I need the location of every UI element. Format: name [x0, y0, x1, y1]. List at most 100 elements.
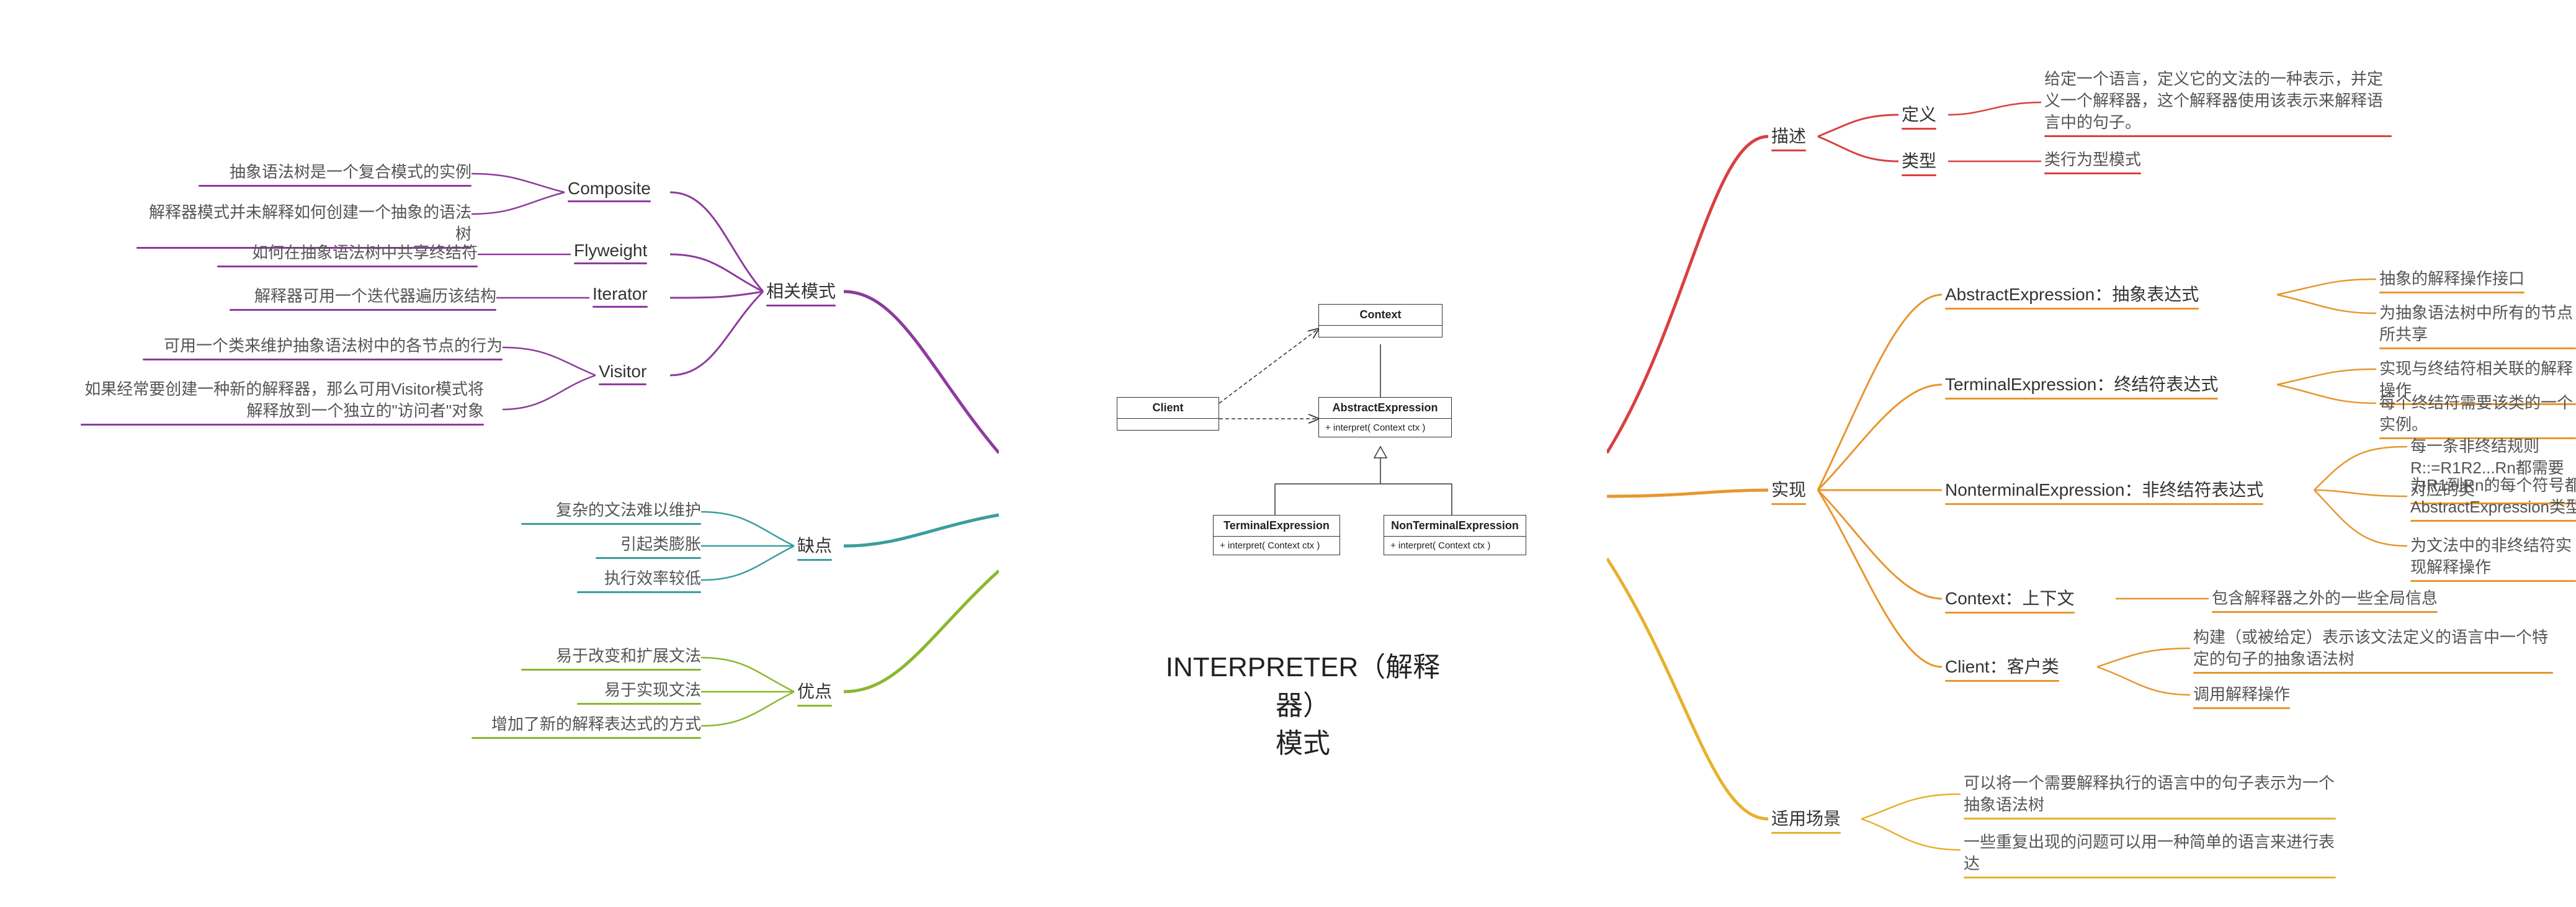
leaf-ae1-label: 抽象的解释操作接口 — [2379, 269, 2525, 288]
node-ctx: Context：上下文 — [1945, 585, 2075, 610]
leaf-composite2-label: 解释器模式并未解释如何创建一个抽象的语法树 — [149, 203, 472, 243]
uml-abstract-name: AbstractExpression — [1319, 398, 1451, 419]
leaf-p2: 易于实现文法 — [577, 679, 701, 701]
uml-context-name: Context — [1319, 305, 1442, 326]
leaf-iterator1: 解释器可用一个迭代器遍历该结构 — [230, 285, 496, 307]
leaf-ae2-label: 为抽象语法树中所有的节点所共享 — [2379, 303, 2573, 344]
leaf-p3-label: 增加了新的解释表达式的方式 — [491, 715, 701, 733]
uml-client: Client — [1117, 397, 1219, 431]
node-ae-label: AbstractExpression：抽象表达式 — [1945, 285, 2199, 304]
leaf-ctx1: 包含解释器之外的一些全局信息 — [2212, 588, 2438, 609]
branch-impl: 实现 — [1771, 476, 1806, 501]
node-composite: Composite — [568, 179, 651, 199]
leaf-ne3: 为文法中的非终结符实现解释操作 — [2410, 535, 2576, 578]
node-visitor-label: Visitor — [599, 362, 646, 381]
leaf-flyweight1: 如何在抽象语法树中共享终结符 — [217, 242, 478, 264]
branch-pros-label: 优点 — [797, 682, 832, 701]
leaf-ne3-label: 为文法中的非终结符实现解释操作 — [2410, 536, 2572, 576]
leaf-composite1: 抽象语法树是一个复合模式的实例 — [199, 161, 472, 183]
leaf-p1-label: 易于改变和扩展文法 — [556, 646, 701, 665]
branch-impl-label: 实现 — [1771, 480, 1806, 499]
leaf-c3-label: 执行效率较低 — [604, 569, 701, 588]
leaf-c1-label: 复杂的文法难以维护 — [556, 501, 701, 519]
leaf-flyweight1-label: 如何在抽象语法树中共享终结符 — [252, 243, 478, 262]
leaf-u2: 一些重复出现的问题可以用一种简单的语言来进行表达 — [1964, 831, 2336, 875]
leaf-cli1: 构建（或被给定）表示该文法定义的语言中一个特定的句子的抽象语法树 — [2193, 627, 2553, 670]
node-cli: Client：客户类 — [1945, 653, 2059, 678]
uml-abstract-method: + interpret( Context ctx ) — [1319, 419, 1451, 437]
node-type: 类型 — [1902, 148, 1936, 172]
node-flyweight-label: Flyweight — [574, 241, 647, 260]
leaf-ae1: 抽象的解释操作接口 — [2379, 268, 2525, 290]
title-line1: INTERPRETER（解释器） — [1166, 652, 1440, 721]
leaf-p2-label: 易于实现文法 — [604, 681, 701, 699]
leaf-ne2-label: 为R1到Rn的每个符号都维护一个AbstractExpression类型的实例 — [2410, 476, 2576, 516]
node-type-label: 类型 — [1902, 151, 1936, 171]
node-iterator: Iterator — [593, 284, 648, 304]
uml-nonterminal: NonTerminalExpression + interpret( Conte… — [1384, 515, 1526, 555]
uml-connectors — [1104, 285, 1501, 658]
leaf-composite1-label: 抽象语法树是一个复合模式的实例 — [230, 163, 472, 181]
leaf-u1: 可以将一个需要解释执行的语言中的句子表示为一个抽象语法树 — [1964, 772, 2336, 816]
branch-related: 相关模式 — [766, 278, 836, 303]
uml-terminal: TerminalExpression + interpret( Context … — [1213, 515, 1340, 555]
branch-pros: 优点 — [797, 678, 832, 703]
node-composite-label: Composite — [568, 179, 651, 198]
leaf-p3: 增加了新的解释表达式的方式 — [472, 713, 701, 735]
mindmap-canvas: INTERPRETER（解释器） 模式 — [0, 0, 2576, 907]
leaf-ne2: 为R1到Rn的每个符号都维护一个AbstractExpression类型的实例 — [2410, 475, 2576, 518]
branch-desc-label: 描述 — [1771, 127, 1806, 146]
leaf-c2-label: 引起类膨胀 — [620, 535, 701, 553]
uml-nonterminal-name: NonTerminalExpression — [1384, 516, 1526, 537]
node-iterator-label: Iterator — [593, 284, 648, 303]
leaf-cli1-label: 构建（或被给定）表示该文法定义的语言中一个特定的句子的抽象语法树 — [2193, 628, 2548, 668]
branch-cons-label: 缺点 — [797, 536, 832, 555]
uml-diagram: Context Client AbstractExpression + inte… — [1104, 285, 1501, 658]
node-def: 定义 — [1902, 101, 1936, 126]
node-flyweight: Flyweight — [574, 241, 647, 261]
leaf-p1: 易于改变和扩展文法 — [521, 645, 701, 667]
branch-desc: 描述 — [1771, 123, 1806, 148]
leaf-te2-label: 每个终结符需要该类的一个实例。 — [2379, 393, 2573, 434]
node-ae: AbstractExpression：抽象表达式 — [1945, 281, 2199, 306]
uml-context: Context — [1318, 304, 1442, 337]
leaf-type-text-label: 类行为型模式 — [2044, 150, 2141, 169]
uml-terminal-method: + interpret( Context ctx ) — [1214, 537, 1339, 555]
uml-terminal-name: TerminalExpression — [1214, 516, 1339, 537]
node-te-label: TerminalExpression：终结符表达式 — [1945, 375, 2218, 394]
node-visitor: Visitor — [599, 362, 646, 382]
leaf-iterator1-label: 解释器可用一个迭代器遍历该结构 — [254, 287, 496, 305]
leaf-def-text: 给定一个语言，定义它的文法的一种表示，并定义一个解释器，这个解释器使用该表示来解… — [2044, 68, 2392, 133]
leaf-u2-label: 一些重复出现的问题可以用一种简单的语言来进行表达 — [1964, 833, 2335, 873]
leaf-cli2-label: 调用解释操作 — [2193, 685, 2290, 704]
leaf-visitor2: 如果经常要创建一种新的解释器，那么可用Visitor模式将解释放到一个独立的"访… — [81, 378, 484, 422]
node-ne: NonterminalExpression：非终结符表达式 — [1945, 476, 2263, 501]
leaf-c1: 复杂的文法难以维护 — [521, 499, 701, 521]
branch-related-label: 相关模式 — [766, 282, 836, 301]
uml-nonterminal-method: + interpret( Context ctx ) — [1384, 537, 1526, 555]
title-line2: 模式 — [1276, 728, 1330, 759]
leaf-c3: 执行效率较低 — [577, 568, 701, 589]
branch-usage: 适用场景 — [1771, 805, 1841, 830]
branch-cons: 缺点 — [797, 532, 832, 557]
leaf-ae2: 为抽象语法树中所有的节点所共享 — [2379, 302, 2576, 346]
uml-abstract: AbstractExpression + interpret( Context … — [1318, 397, 1452, 437]
node-cli-label: Client：客户类 — [1945, 657, 2059, 676]
leaf-u1-label: 可以将一个需要解释执行的语言中的句子表示为一个抽象语法树 — [1964, 774, 2335, 814]
node-def-label: 定义 — [1902, 105, 1936, 124]
node-te: TerminalExpression：终结符表达式 — [1945, 371, 2218, 396]
leaf-ctx1-label: 包含解释器之外的一些全局信息 — [2212, 589, 2438, 607]
leaf-c2: 引起类膨胀 — [596, 534, 701, 555]
branch-usage-label: 适用场景 — [1771, 809, 1841, 828]
center-title: INTERPRETER（解释器） 模式 — [1151, 648, 1455, 763]
leaf-def-text-label: 给定一个语言，定义它的文法的一种表示，并定义一个解释器，这个解释器使用该表示来解… — [2044, 69, 2383, 132]
uml-client-name: Client — [1117, 398, 1219, 419]
node-ctx-label: Context：上下文 — [1945, 589, 2075, 608]
leaf-composite2: 解释器模式并未解释如何创建一个抽象的语法树 — [136, 202, 472, 245]
leaf-visitor1-label: 可用一个类来维护抽象语法树中的各节点的行为 — [164, 336, 503, 355]
leaf-type-text: 类行为型模式 — [2044, 149, 2141, 171]
leaf-visitor2-label: 如果经常要创建一种新的解释器，那么可用Visitor模式将解释放到一个独立的"访… — [84, 380, 484, 420]
leaf-cli2: 调用解释操作 — [2193, 684, 2290, 705]
leaf-visitor1: 可用一个类来维护抽象语法树中的各节点的行为 — [143, 335, 503, 357]
node-ne-label: NonterminalExpression：非终结符表达式 — [1945, 480, 2263, 499]
